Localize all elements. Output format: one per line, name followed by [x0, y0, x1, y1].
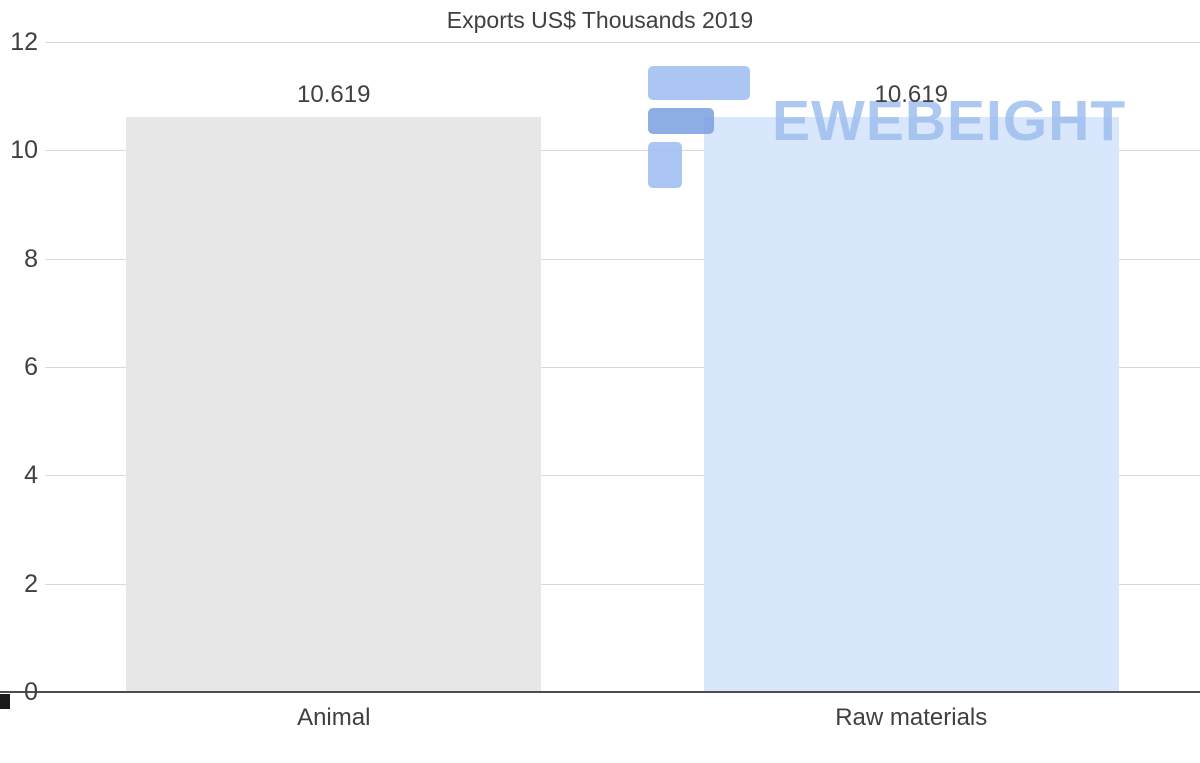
y-tick-label-6: 6	[24, 353, 38, 381]
gridline-y10	[45, 150, 1200, 152]
gridline-y2	[45, 583, 1200, 585]
gridline-y8	[45, 258, 1200, 260]
bar-animal[interactable]	[126, 116, 542, 691]
y-tick-label-2: 2	[24, 569, 38, 598]
x-axis-line	[0, 691, 1200, 693]
y-tick-label-8: 8	[24, 244, 38, 273]
chart-title: Exports US$ Thousands 2019	[446, 7, 754, 33]
gridline-y12	[45, 42, 1200, 43]
x-axis-label-raw-materials: Raw materials	[835, 704, 988, 731]
y-tick-label-0: 0	[24, 678, 38, 706]
gridline-y6	[45, 367, 1200, 368]
y-tick-label-12: 12	[10, 28, 38, 56]
bar-raw-materials[interactable]	[703, 116, 1119, 691]
x-axis-label-animal: Animal	[297, 704, 371, 731]
value-label-animal: 10.619	[297, 80, 371, 108]
y-tick-label-4: 4	[24, 461, 38, 490]
corner-mark	[0, 694, 10, 709]
y-tick-label-10: 10	[10, 136, 38, 165]
value-label-raw-materials: 10.619	[874, 80, 948, 108]
gridline-y4	[45, 475, 1200, 477]
